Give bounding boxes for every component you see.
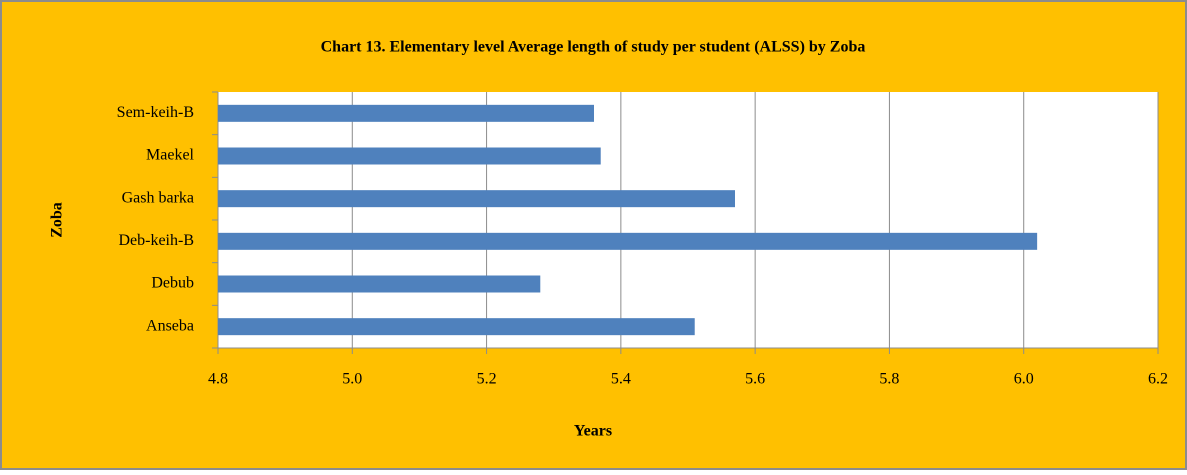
x-tick-label: 6.2	[1148, 371, 1168, 388]
x-tick-label: 5.0	[342, 371, 362, 388]
bar	[218, 318, 695, 336]
x-tick-label: 5.8	[879, 371, 899, 388]
y-tick-label: Anseba	[146, 317, 194, 334]
y-tick-label: Deb-keih-B	[118, 232, 194, 249]
x-axis-title: Years	[574, 423, 612, 440]
bar	[218, 232, 1038, 250]
plot-area	[218, 92, 1158, 348]
y-tick-label: Sem-keih-B	[117, 104, 194, 121]
x-tick-label: 6.0	[1014, 371, 1034, 388]
x-tick-label: 5.6	[745, 371, 765, 388]
bar	[218, 104, 594, 122]
bar	[218, 190, 735, 208]
chart-title: Chart 13. Elementary level Average lengt…	[321, 39, 866, 56]
x-tick-label: 5.4	[611, 371, 631, 388]
bar	[218, 147, 601, 165]
x-tick-label: 4.8	[208, 371, 228, 388]
x-tick-label: 5.2	[477, 371, 497, 388]
bar	[218, 275, 541, 293]
y-tick-label: Maekel	[146, 147, 195, 164]
y-tick-label: Debub	[151, 275, 194, 292]
y-axis-title: Zoba	[49, 202, 66, 238]
y-tick-label: Gash barka	[122, 189, 194, 206]
